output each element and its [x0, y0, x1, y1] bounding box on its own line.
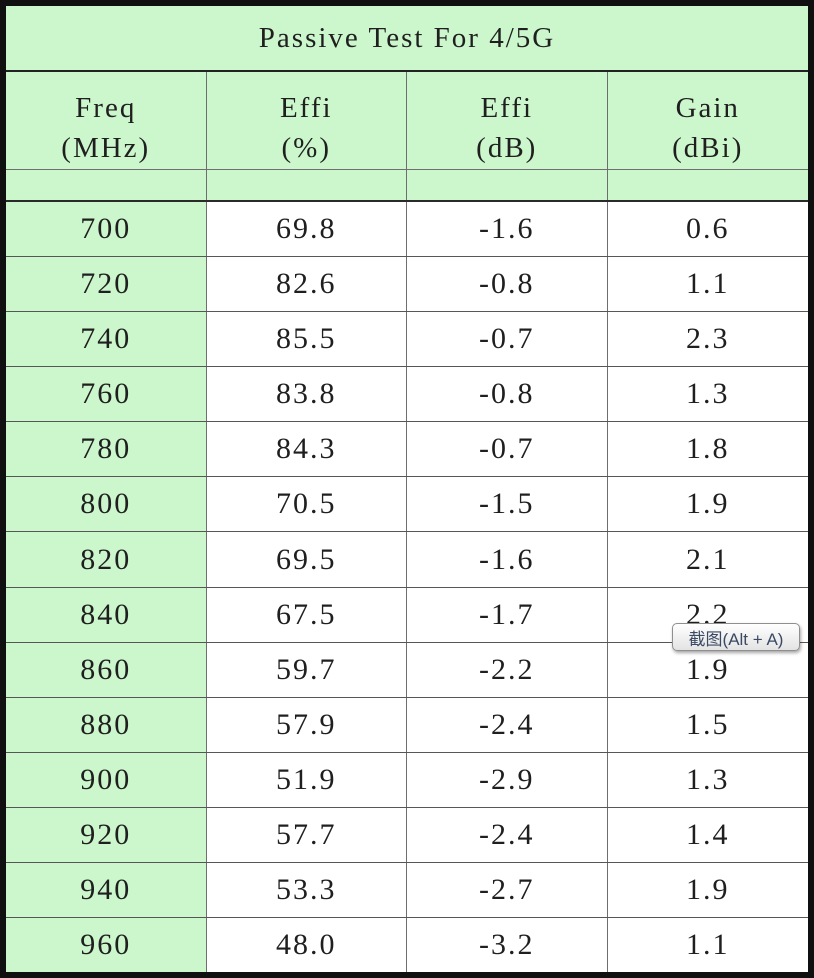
value-cell: -2.9 [407, 752, 608, 807]
value-cell: -0.8 [407, 257, 608, 312]
table-row: 800 70.5 -1.5 1.9 [6, 477, 808, 533]
table-row: 900 51.9 -2.9 1.3 [6, 752, 808, 808]
value-cell: 70.5 [206, 477, 407, 532]
header-unit: (%) [281, 131, 331, 164]
freq-cell: 800 [6, 477, 207, 532]
value-cell: 1.9 [607, 862, 808, 918]
table-body: 700 69.8 -1.6 0.6 720 82.6 -0.8 1.1 740 85.5 -0.7 2… [6, 202, 808, 973]
header-cell-effi-pct: Effi (%) [207, 72, 407, 169]
freq-cell: 760 [6, 367, 207, 422]
value-cell: -2.4 [407, 807, 608, 862]
value-cell: 84.3 [206, 422, 407, 477]
table-row: 820 69.5 -1.6 2.1 [6, 532, 808, 588]
value-cell: 67.5 [206, 587, 407, 642]
freq-cell: 940 [6, 862, 207, 918]
value-cell: -2.2 [407, 642, 608, 697]
header-cell-freq: Freq (MHz) [6, 72, 207, 169]
table-row: 880 57.9 -2.4 1.5 [6, 697, 808, 753]
value-cell: 69.8 [206, 202, 407, 257]
header-unit: (MHz) [61, 131, 151, 164]
table-row: 920 57.7 -2.4 1.4 [6, 807, 808, 863]
value-cell: 2.3 [607, 312, 808, 367]
value-cell: 0.6 [607, 202, 808, 257]
value-cell: -0.8 [407, 367, 608, 422]
screenshot-tooltip: 截图(Alt + A) [672, 623, 800, 651]
value-cell: 57.7 [206, 807, 407, 862]
table-row: 780 84.3 -0.7 1.8 [6, 422, 808, 478]
value-cell: -1.7 [407, 587, 608, 642]
freq-cell: 840 [6, 587, 207, 642]
value-cell: 59.7 [206, 642, 407, 697]
spacer-cell [207, 170, 407, 200]
header-label: Gain [675, 91, 740, 124]
value-cell: 1.5 [607, 697, 808, 752]
value-cell: 51.9 [206, 752, 407, 807]
value-cell: 57.9 [206, 697, 407, 752]
freq-cell: 740 [6, 312, 207, 367]
spacer-cell [608, 170, 809, 200]
value-cell: 69.5 [206, 532, 407, 587]
header-unit: (dB) [476, 131, 538, 164]
spacer-cell [407, 170, 608, 200]
freq-cell: 860 [6, 642, 207, 697]
table-header-row: Freq (MHz) Effi (%) Effi (dB) Gain (dBi) [6, 72, 808, 170]
value-cell: 1.9 [607, 642, 808, 697]
spacer-cell [6, 170, 207, 200]
table-title: Passive Test For 4/5G [6, 6, 808, 72]
value-cell: 1.8 [607, 422, 808, 477]
value-cell: -0.7 [407, 312, 608, 367]
table-row: 720 82.6 -0.8 1.1 [6, 257, 808, 313]
freq-cell: 780 [6, 422, 207, 477]
header-label: Freq [75, 91, 137, 124]
freq-cell: 920 [6, 807, 207, 862]
freq-cell: 880 [6, 697, 207, 752]
header-unit: (dBi) [672, 131, 744, 164]
value-cell: -0.7 [407, 422, 608, 477]
freq-cell: 900 [6, 752, 207, 807]
table-row: 840 67.5 -1.7 2.2 [6, 587, 808, 643]
table-row: 740 85.5 -0.7 2.3 [6, 312, 808, 368]
header-label: Effi [480, 91, 534, 124]
freq-cell: 960 [6, 918, 207, 973]
table-row: 940 53.3 -2.7 1.9 [6, 862, 808, 919]
value-cell: 1.9 [607, 477, 808, 532]
value-cell: 1.3 [607, 752, 808, 807]
table-row: 860 59.7 -2.2 1.9 [6, 642, 808, 698]
value-cell: 48.0 [206, 918, 407, 973]
value-cell: 1.1 [607, 918, 808, 973]
value-cell: 53.3 [206, 862, 407, 918]
value-cell: 83.8 [206, 367, 407, 422]
value-cell: 1.3 [607, 367, 808, 422]
table-row: 760 83.8 -0.8 1.3 [6, 367, 808, 423]
value-cell: -1.6 [407, 202, 608, 257]
value-cell: -2.4 [407, 697, 608, 752]
value-cell: 1.1 [607, 257, 808, 312]
header-cell-effi-db: Effi (dB) [407, 72, 608, 169]
value-cell: -1.6 [407, 532, 608, 587]
value-cell: -2.7 [407, 862, 608, 918]
value-cell: -1.5 [407, 477, 608, 532]
value-cell: 2.1 [607, 532, 808, 587]
table-row: 960 48.0 -3.2 1.1 [6, 918, 808, 973]
header-cell-gain: Gain (dBi) [608, 72, 809, 169]
value-cell: 82.6 [206, 257, 407, 312]
freq-cell: 720 [6, 257, 207, 312]
header-label: Effi [279, 91, 333, 124]
freq-cell: 820 [6, 532, 207, 587]
value-cell: -3.2 [407, 918, 608, 973]
table-row: 700 69.8 -1.6 0.6 [6, 202, 808, 258]
value-cell: 1.4 [607, 807, 808, 862]
freq-cell: 700 [6, 202, 207, 257]
header-spacer-row [6, 170, 808, 202]
value-cell: 85.5 [206, 312, 407, 367]
